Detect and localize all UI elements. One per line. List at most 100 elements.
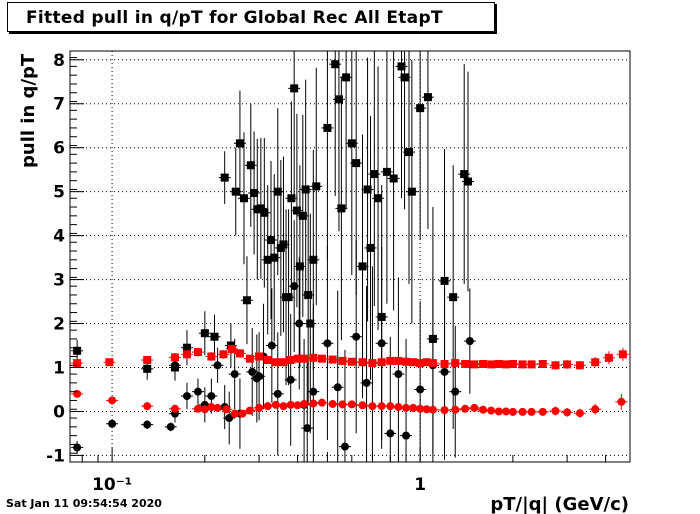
error-bars [71, 51, 629, 462]
circle-marker [238, 409, 247, 418]
square-marker [227, 345, 236, 354]
circle-marker [73, 443, 82, 452]
square-marker [337, 204, 346, 213]
grid-lines [70, 51, 630, 462]
square-marker [328, 355, 337, 364]
square-marker [255, 352, 264, 361]
y-tick-label: 6 [53, 139, 65, 159]
y-tick-label: 0 [53, 402, 65, 422]
circle-marker [340, 442, 349, 451]
circle-marker [271, 400, 280, 409]
circle-marker [487, 406, 496, 415]
square-marker [400, 73, 409, 82]
square-marker [246, 161, 255, 170]
square-marker [591, 358, 600, 367]
chart-title: Fitted pull in q/pT for Global Rec All E… [26, 8, 443, 28]
y-axis-title: pull in q/pT [18, 53, 39, 168]
square-marker [551, 361, 560, 370]
circle-marker [575, 409, 584, 418]
square-marker [461, 359, 470, 368]
square-marker [323, 123, 332, 132]
circle-marker [108, 396, 117, 405]
circle-marker [333, 383, 342, 392]
square-marker [449, 293, 458, 302]
circle-marker [465, 337, 474, 346]
circle-marker [347, 400, 356, 409]
square-marker [377, 312, 386, 321]
y-tick-label: 3 [53, 271, 65, 291]
square-marker [293, 354, 302, 363]
square-marker [397, 62, 406, 71]
square-marker [563, 360, 572, 369]
circle-marker [386, 429, 395, 438]
circle-marker [368, 402, 377, 411]
square-marker [370, 170, 379, 179]
circle-marker [416, 385, 425, 394]
circle-marker [328, 399, 337, 408]
circle-marker [166, 422, 175, 431]
square-marker [298, 211, 307, 220]
square-marker [575, 361, 584, 370]
square-marker [219, 350, 228, 359]
square-marker [312, 182, 321, 191]
square-marker [463, 177, 472, 186]
y-tick-label: 2 [53, 315, 65, 335]
circle-marker [300, 399, 309, 408]
circle-marker [213, 361, 222, 370]
circle-marker [309, 399, 318, 408]
square-marker [352, 159, 361, 168]
circle-marker [402, 403, 411, 412]
circle-marker [182, 392, 191, 401]
square-marker [618, 350, 627, 359]
square-marker [256, 204, 265, 213]
square-marker [338, 356, 347, 365]
circle-marker [286, 400, 295, 409]
circle-marker [494, 407, 503, 416]
square-marker [182, 350, 191, 359]
square-marker [235, 349, 244, 358]
circle-marker [563, 408, 572, 417]
circle-marker [225, 414, 234, 423]
square-marker [604, 353, 613, 362]
square-marker [182, 343, 191, 352]
square-marker [231, 187, 240, 196]
circle-marker [248, 367, 257, 376]
circle-marker [295, 319, 304, 328]
square-marker [368, 359, 377, 368]
circle-marker [422, 405, 431, 414]
circle-marker [290, 282, 299, 291]
square-marker [317, 354, 326, 363]
square-marker [377, 358, 386, 367]
square-marker [440, 359, 449, 368]
circle-marker [479, 405, 488, 414]
square-marker [487, 360, 496, 369]
square-marker [494, 359, 503, 368]
circle-marker [551, 407, 560, 416]
square-marker [334, 95, 343, 104]
square-marker [242, 296, 251, 305]
circle-marker [207, 392, 216, 401]
square-marker [193, 348, 202, 357]
circle-marker [317, 398, 326, 407]
square-marker [295, 262, 304, 271]
circle-marker [255, 372, 264, 381]
timestamp: Sat Jan 11 09:54:54 2020 [6, 497, 162, 510]
square-marker [304, 290, 313, 299]
square-marker [527, 360, 536, 369]
circle-marker [193, 404, 202, 413]
circle-marker [386, 402, 395, 411]
circle-marker [200, 405, 209, 414]
square-marker [239, 194, 248, 203]
square-marker [286, 356, 295, 365]
circle-marker [170, 404, 179, 413]
square-marker [428, 359, 437, 368]
circle-marker [591, 405, 600, 414]
circle-marker [273, 389, 282, 398]
circle-marker [323, 339, 332, 348]
circle-marker [230, 409, 239, 418]
square-marker [404, 148, 413, 157]
square-marker [331, 60, 340, 69]
circle-marker [508, 407, 517, 416]
circle-marker [108, 419, 117, 428]
square-marker [394, 356, 403, 365]
